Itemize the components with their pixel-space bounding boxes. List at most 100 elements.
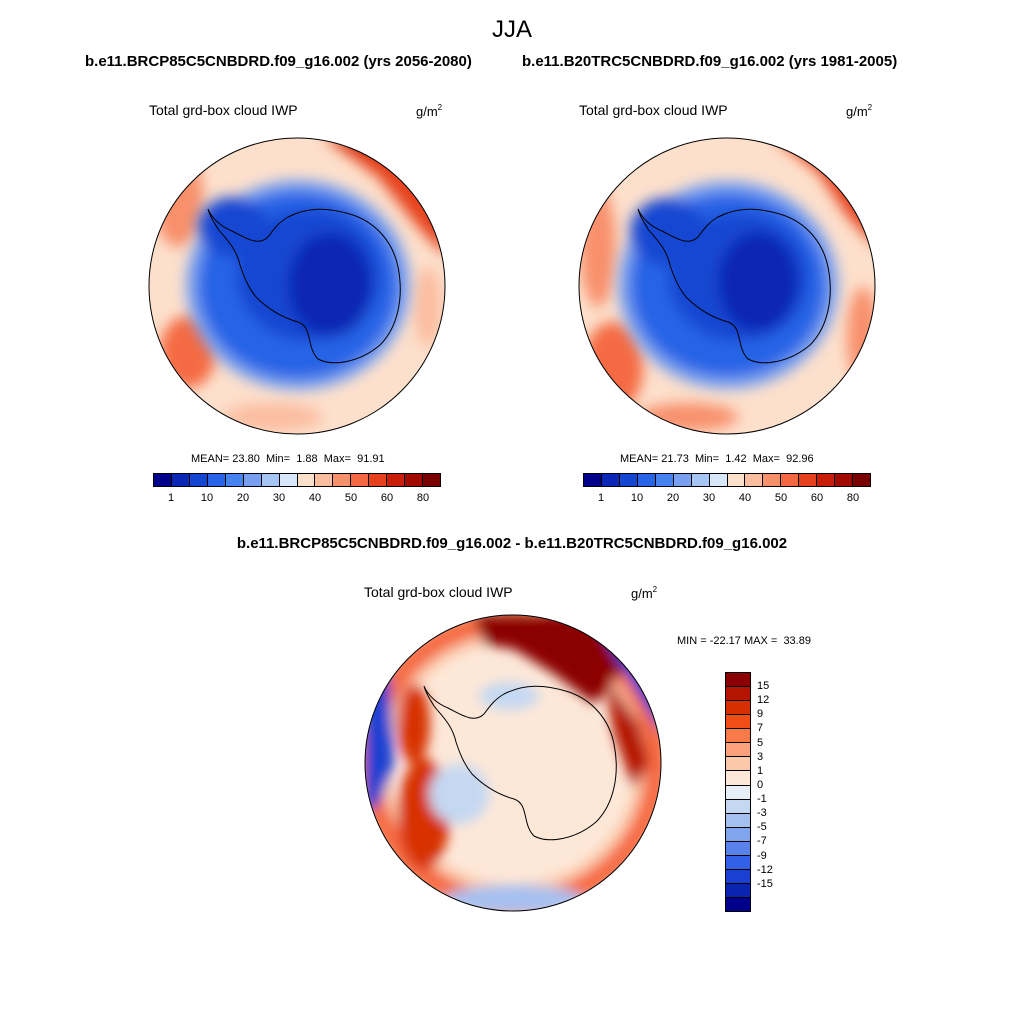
figure-title: JJA — [491, 16, 532, 43]
panel-2-colorbar-labels: 1 10 20 30 40 50 60 80 — [583, 492, 871, 506]
panel-1-colorbar-tick-label: 60 — [380, 492, 394, 504]
panel-1-colorbar-tick-label: 30 — [272, 492, 286, 504]
panel-2-colorbar-swatch — [709, 474, 728, 486]
panel-1-run-title: b.e11.BRCP85C5CNBDRD.f09_g16.002 (yrs 20… — [85, 53, 472, 70]
panel-2-colorbar-swatch — [817, 474, 836, 486]
diff-colorbar-swatch — [726, 799, 750, 814]
panel-2-stats: MEAN= 21.73 Min= 1.42 Max= 92.96 — [620, 453, 814, 465]
panel-2-colorbar-tick-label: 30 — [702, 492, 716, 504]
panel-2-colorbar-swatch — [673, 474, 692, 486]
panel-2-colorbar-swatch — [745, 474, 764, 486]
panel-1-colorbar-swatch — [423, 474, 440, 486]
panel-2-colorbar-swatch — [835, 474, 854, 486]
panel-1-map — [148, 137, 446, 435]
panel-2-map — [578, 137, 876, 435]
panel-2-colorbar-swatch — [637, 474, 656, 486]
diff-colorbar-swatch — [726, 673, 750, 688]
panel-1-colorbar — [153, 473, 441, 487]
panel-1-colorbar-swatch — [261, 474, 280, 486]
panel-2-colorbar-tick-label: 20 — [666, 492, 680, 504]
panel-2-colorbar-swatch — [601, 474, 620, 486]
diff-colorbar-swatch — [726, 715, 750, 730]
panel-2-colorbar-swatch — [781, 474, 800, 486]
diff-colorbar-swatch — [726, 827, 750, 842]
diff-colorbar-swatch — [726, 701, 750, 716]
panel-2-colorbar-tick-label: 80 — [846, 492, 860, 504]
diff-colorbar-swatch — [726, 757, 750, 772]
diff-colorbar-tick-label: 7 — [757, 722, 764, 735]
diff-colorbar-tick-label: 5 — [757, 736, 764, 749]
panel-1-colorbar-swatch — [207, 474, 226, 486]
diff-colorbar-swatch — [726, 869, 750, 884]
panel-1-colorbar-swatch — [189, 474, 208, 486]
panel-1-colorbar-tick-label: 1 — [167, 492, 175, 504]
diff-stats: MIN = -22.17 MAX = 33.89 — [677, 635, 811, 647]
panel-2-colorbar-swatch — [727, 474, 746, 486]
panel-1-colorbar-swatch — [225, 474, 244, 486]
panel-1-units-label: g/m2 — [416, 103, 443, 119]
panel-1-colorbar-tick-label: 50 — [344, 492, 358, 504]
panel-1-colorbar-swatch — [333, 474, 352, 486]
diff-colorbar-tick-label: -5 — [757, 821, 767, 834]
diff-colorbar-tick-label: -3 — [757, 807, 767, 820]
panel-1-colorbar-swatch — [297, 474, 316, 486]
panel-2-units-label: g/m2 — [846, 103, 873, 119]
panel-2-run-title: b.e11.B20TRC5CNBDRD.f09_g16.002 (yrs 198… — [522, 53, 898, 70]
panel-2-colorbar-swatch — [584, 474, 602, 486]
panel-2-colorbar-tick-label: 40 — [738, 492, 752, 504]
diff-colorbar-tick-label: 3 — [757, 750, 764, 763]
diff-colorbar-tick-label: 15 — [757, 680, 770, 693]
diff-colorbar-tick-label: -12 — [757, 863, 773, 876]
panel-2-colorbar-swatch — [853, 474, 870, 486]
panel-2-colorbar-swatch — [799, 474, 818, 486]
panel-2-colorbar-swatch — [691, 474, 710, 486]
diff-colorbar-tick-label: 9 — [757, 708, 764, 721]
panel-1-colorbar-swatch — [154, 474, 172, 486]
diff-colorbar — [725, 672, 751, 912]
diff-colorbar-tick-label: -15 — [757, 877, 773, 890]
diff-map — [364, 614, 662, 912]
panel-2-colorbar-tick-label: 10 — [630, 492, 644, 504]
diff-colorbar-tick-label: 12 — [757, 694, 770, 707]
diff-colorbar-swatch — [726, 771, 750, 786]
panel-1-stats: MEAN= 23.80 Min= 1.88 Max= 91.91 — [191, 453, 385, 465]
diff-colorbar-tick-label: 0 — [757, 778, 764, 791]
diff-variable-label: Total grd-box cloud IWP — [364, 584, 513, 600]
panel-1-colorbar-swatch — [171, 474, 190, 486]
diff-colorbar-tick-label: -1 — [757, 793, 767, 806]
panel-1-colorbar-swatch — [369, 474, 388, 486]
diff-units-label: g/m2 — [631, 585, 658, 601]
diff-colorbar-swatch — [726, 855, 750, 870]
panel-1-colorbar-swatch — [315, 474, 334, 486]
diff-colorbar-swatch — [726, 841, 750, 856]
panel-2-colorbar-tick-label: 1 — [597, 492, 605, 504]
diff-colorbar-labels: 15 12 9 7 5 3 1 0 -1 -3 -5 -7 -9 -12 -15 — [757, 672, 797, 912]
panel-1-colorbar-swatch — [279, 474, 298, 486]
panel-1-colorbar-tick-label: 40 — [308, 492, 322, 504]
diff-colorbar-tick-label: 1 — [757, 764, 764, 777]
panel-2-colorbar-tick-label: 60 — [810, 492, 824, 504]
diff-colorbar-swatch — [726, 898, 750, 912]
panel-1-variable-label: Total grd-box cloud IWP — [149, 102, 298, 118]
panel-1-colorbar-swatch — [405, 474, 424, 486]
panel-2-colorbar-swatch — [763, 474, 782, 486]
diff-colorbar-tick-label: -7 — [757, 835, 767, 848]
panel-1-colorbar-tick-label: 80 — [416, 492, 430, 504]
panel-2-colorbar-swatch — [619, 474, 638, 486]
panel-1-colorbar-swatch — [243, 474, 262, 486]
diff-colorbar-swatch — [726, 883, 750, 898]
panel-1-colorbar-tick-label: 20 — [236, 492, 250, 504]
panel-1-colorbar-labels: 1 10 20 30 40 50 60 80 — [153, 492, 441, 506]
diff-colorbar-tick-label: -9 — [757, 849, 767, 862]
diff-colorbar-swatch — [726, 687, 750, 702]
panel-2-colorbar-swatch — [655, 474, 674, 486]
panel-2-colorbar — [583, 473, 871, 487]
panel-1-colorbar-swatch — [351, 474, 370, 486]
panel-1-colorbar-tick-label: 10 — [200, 492, 214, 504]
panel-2-variable-label: Total grd-box cloud IWP — [579, 102, 728, 118]
diff-colorbar-swatch — [726, 743, 750, 758]
panel-1-colorbar-swatch — [387, 474, 406, 486]
panel-2-colorbar-tick-label: 50 — [774, 492, 788, 504]
diff-colorbar-swatch — [726, 813, 750, 828]
diff-colorbar-swatch — [726, 785, 750, 800]
